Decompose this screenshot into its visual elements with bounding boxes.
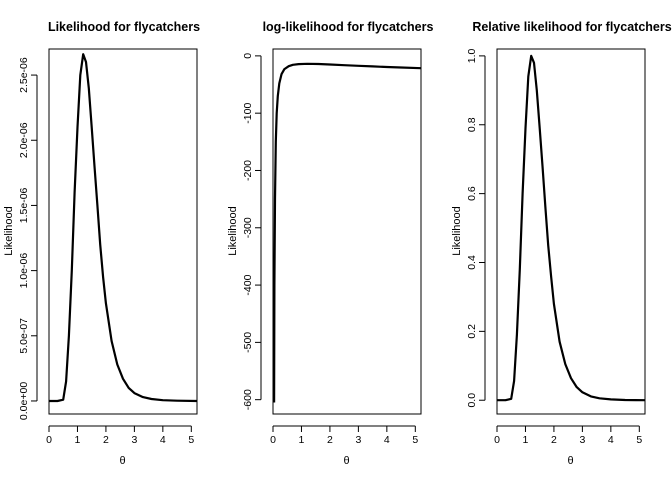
chart-3-title: Relative likelihood for flycatchers <box>472 20 671 34</box>
chart-1-plot-frame <box>48 48 198 415</box>
chart-3-y-tick-label: 1.0 <box>466 48 478 63</box>
chart-3-x-tick-label: 2 <box>551 434 557 446</box>
chart-2-y-tick-label: 0 <box>242 53 254 59</box>
chart-3-y-tick-label: 0.0 <box>466 393 478 408</box>
chart-3-y-tick-label: 0.2 <box>466 324 478 339</box>
chart-3-x-tick-label: 1 <box>523 434 529 446</box>
chart-1-x-tick-label: 4 <box>160 434 166 446</box>
chart-1-x-axis-label: θ <box>119 455 125 467</box>
chart-3-x-tick-label: 5 <box>636 434 642 446</box>
chart-2-y-tick-label: -500 <box>242 332 254 353</box>
chart-2-y-tick-label: -600 <box>242 389 254 410</box>
chart-2-x-tick-label: 4 <box>384 434 390 446</box>
chart-2-y-tick-label: -100 <box>242 103 254 124</box>
chart-3-y-tick-label: 0.8 <box>466 117 478 132</box>
chart-2-y-tick-label: -400 <box>242 274 254 295</box>
chart-2-x-tick-label: 3 <box>355 434 361 446</box>
chart-3-x-axis-label: θ <box>567 455 573 467</box>
chart-3-x-tick-label: 0 <box>494 434 500 446</box>
chart-1-y-tick-label: 1.5e-06 <box>18 187 30 223</box>
chart-2-y-tick-label: -300 <box>242 217 254 238</box>
chart-1-x-tick-label: 0 <box>46 434 52 446</box>
chart-2-series-line <box>273 62 422 403</box>
chart-1-y-tick-label: 1.0e-06 <box>18 253 30 289</box>
chart-1-y-tick-label: 0.0e+00 <box>18 382 30 420</box>
chart-1-x-tick-label: 1 <box>75 434 81 446</box>
chart-2-y-tick-label: -200 <box>242 160 254 181</box>
chart-1-x-tick-label: 5 <box>188 434 194 446</box>
chart-1-x-tick-label: 3 <box>131 434 137 446</box>
chart-3-y-tick-label: 0.4 <box>466 255 478 270</box>
chart-3-series-line <box>497 54 646 402</box>
chart-1-y-tick-label: 2.5e-06 <box>18 57 30 93</box>
chart-1-y-tick-label: 5.0e-07 <box>18 318 30 354</box>
chart-2-x-tick-label: 0 <box>270 434 276 446</box>
chart-3-plot-frame <box>496 48 646 415</box>
chart-2-x-tick-label: 5 <box>412 434 418 446</box>
chart-2-title: log-likelihood for flycatchers <box>263 20 434 34</box>
chart-1-y-axis-label: Likelihood <box>3 206 15 256</box>
chart-2-plot-frame <box>272 48 422 415</box>
chart-1-y-tick-label: 2.0e-06 <box>18 122 30 158</box>
chart-2-x-tick-label: 2 <box>327 434 333 446</box>
chart-3-y-axis-label: Likelihood <box>451 206 463 256</box>
chart-1-x-tick-label: 2 <box>103 434 109 446</box>
chart-3-x-tick-label: 3 <box>579 434 585 446</box>
chart-2-y-axis-label: Likelihood <box>227 206 239 256</box>
chart-1-title: Likelihood for flycatchers <box>48 20 200 34</box>
chart-3-x-tick-label: 4 <box>608 434 614 446</box>
chart-2-x-axis-label: θ <box>343 455 349 467</box>
chart-3-y-tick-label: 0.6 <box>466 186 478 201</box>
chart-1-series-line <box>49 53 198 403</box>
chart-2-x-tick-label: 1 <box>299 434 305 446</box>
